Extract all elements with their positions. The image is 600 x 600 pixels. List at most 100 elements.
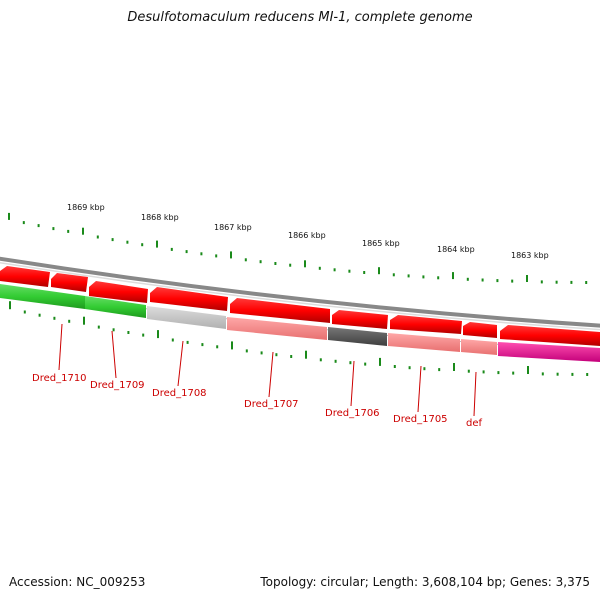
minor-tick bbox=[586, 373, 589, 376]
minor-tick bbox=[111, 238, 114, 242]
gene-bar-pink[interactable] bbox=[388, 333, 460, 352]
gene-bar-dark[interactable] bbox=[328, 327, 387, 346]
minor-tick bbox=[466, 277, 469, 281]
gene-label[interactable]: def bbox=[466, 418, 483, 429]
minor-tick bbox=[349, 361, 352, 365]
backbone-outer bbox=[0, 256, 600, 328]
gene-bar-magenta[interactable] bbox=[498, 342, 600, 362]
major-tick bbox=[8, 212, 10, 220]
minor-tick bbox=[437, 276, 440, 280]
minor-tick bbox=[68, 319, 71, 323]
colored-genes bbox=[0, 284, 600, 362]
minor-tick bbox=[275, 353, 278, 357]
kbp-ruler-lower bbox=[9, 301, 589, 376]
minor-tick bbox=[185, 250, 188, 254]
gene-bar-grey[interactable] bbox=[147, 306, 226, 329]
minor-tick bbox=[497, 371, 500, 375]
minor-tick bbox=[96, 235, 99, 239]
minor-tick bbox=[245, 349, 248, 353]
kbp-labels: 1869 kbp 1868 kbp 1867 kbp 1866 kbp 1865… bbox=[67, 203, 549, 260]
minor-tick bbox=[290, 355, 293, 358]
minor-tick bbox=[259, 260, 262, 264]
major-tick bbox=[526, 275, 528, 282]
minor-tick bbox=[482, 370, 485, 374]
minor-tick bbox=[318, 266, 321, 270]
major-tick bbox=[452, 272, 454, 280]
gene-arrow[interactable] bbox=[390, 315, 462, 334]
gene-bar-pink[interactable] bbox=[227, 317, 327, 340]
minor-tick bbox=[556, 372, 559, 376]
minor-tick bbox=[67, 229, 70, 233]
minor-tick bbox=[53, 316, 56, 320]
gene-label[interactable]: Dred_1710 bbox=[32, 373, 87, 384]
minor-tick bbox=[274, 262, 277, 265]
minor-tick bbox=[364, 362, 367, 366]
minor-tick bbox=[467, 369, 470, 373]
gene-arrow[interactable] bbox=[500, 325, 600, 346]
reverse-strand-genes bbox=[0, 266, 600, 346]
major-tick bbox=[82, 227, 84, 235]
minor-tick bbox=[408, 366, 411, 370]
major-tick bbox=[231, 341, 233, 350]
gene-bar-green[interactable] bbox=[0, 284, 85, 309]
minor-tick bbox=[141, 243, 144, 247]
gene-arrow[interactable] bbox=[463, 322, 497, 338]
minor-tick bbox=[571, 372, 574, 376]
minor-tick bbox=[541, 372, 544, 376]
minor-tick bbox=[260, 351, 263, 355]
gene-label[interactable]: Dred_1707 bbox=[244, 399, 299, 410]
accession-text: Accession: NC_009253 bbox=[9, 575, 146, 589]
gene-arrow[interactable] bbox=[230, 298, 330, 323]
minor-tick bbox=[333, 268, 336, 272]
kbp-label: 1865 kbp bbox=[362, 239, 400, 248]
kbp-label: 1863 kbp bbox=[511, 251, 549, 260]
gene-bar-pink[interactable] bbox=[461, 339, 497, 355]
minor-tick bbox=[393, 365, 396, 368]
kbp-label: 1867 kbp bbox=[214, 223, 252, 232]
gene-label-lines bbox=[58, 323, 477, 417]
major-tick bbox=[157, 330, 159, 339]
major-tick bbox=[305, 350, 307, 359]
minor-tick bbox=[585, 281, 588, 284]
minor-tick bbox=[142, 333, 145, 337]
kbp-ruler-upper bbox=[8, 212, 588, 284]
major-tick bbox=[453, 363, 455, 371]
gene-arrow[interactable] bbox=[332, 310, 388, 329]
minor-tick bbox=[37, 224, 40, 228]
gene-label[interactable]: Dred_1706 bbox=[325, 408, 380, 419]
major-tick bbox=[83, 316, 85, 325]
minor-tick bbox=[216, 345, 219, 349]
minor-tick bbox=[200, 252, 203, 256]
minor-tick bbox=[407, 274, 410, 278]
gene-label[interactable]: Dred_1705 bbox=[393, 414, 448, 425]
minor-tick bbox=[512, 371, 515, 375]
minor-tick bbox=[38, 313, 41, 317]
minor-tick bbox=[23, 310, 26, 314]
minor-tick bbox=[481, 278, 484, 282]
minor-tick bbox=[244, 258, 247, 262]
gene-label[interactable]: Dred_1708 bbox=[152, 388, 207, 399]
major-tick bbox=[156, 240, 158, 248]
major-tick bbox=[527, 366, 529, 374]
minor-tick bbox=[186, 340, 189, 344]
minor-tick bbox=[392, 273, 395, 277]
minor-tick bbox=[348, 269, 351, 273]
major-tick bbox=[378, 267, 380, 275]
gene-arrow[interactable] bbox=[89, 281, 148, 303]
minor-tick bbox=[423, 367, 426, 371]
minor-tick bbox=[97, 325, 100, 329]
minor-tick bbox=[319, 358, 322, 362]
genome-summary-text: Topology: circular; Length: 3,608,104 bp… bbox=[260, 575, 590, 589]
gene-arrow[interactable] bbox=[150, 287, 228, 311]
gene-bar-green[interactable] bbox=[85, 296, 146, 318]
major-tick bbox=[230, 251, 232, 259]
major-tick bbox=[379, 357, 381, 366]
gene-arrow[interactable] bbox=[51, 273, 88, 292]
map-title: Desulfotomaculum reducens MI-1, complete… bbox=[127, 10, 473, 25]
minor-tick bbox=[289, 263, 292, 267]
gene-label[interactable]: Dred_1709 bbox=[90, 380, 145, 391]
major-tick bbox=[304, 260, 306, 268]
minor-tick bbox=[22, 221, 25, 225]
minor-tick bbox=[438, 368, 441, 372]
gene-arrow[interactable] bbox=[0, 266, 50, 287]
